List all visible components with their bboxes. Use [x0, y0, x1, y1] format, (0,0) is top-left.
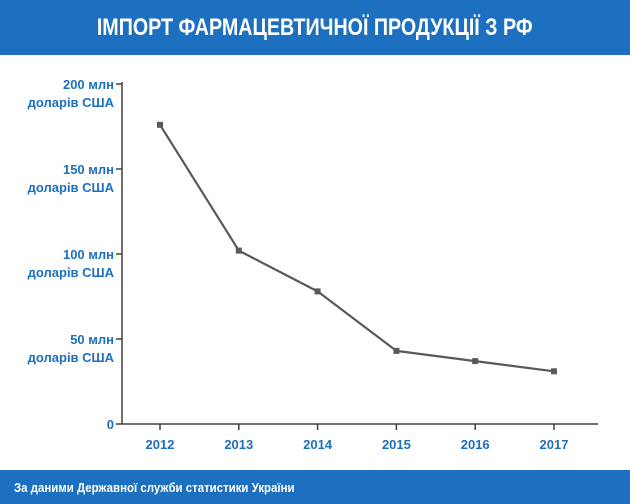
- y-tick-label: 200 млн доларів США: [28, 77, 115, 110]
- data-point: [157, 121, 163, 128]
- y-tick-label: 0: [107, 417, 114, 432]
- y-tick-label-line: доларів США: [28, 265, 115, 280]
- y-tick-label-line: 0: [107, 417, 114, 432]
- data-point: [472, 358, 479, 365]
- y-tick-label-line: 150 млн: [63, 162, 114, 177]
- x-tick-label: 2012: [146, 437, 175, 452]
- y-tick-label-line: 50 млн: [70, 332, 114, 347]
- header-banner: ІМПОРТ ФАРМАЦЕВТИЧНОЇ ПРОДУКЦІЇ З РФ: [0, 0, 630, 55]
- x-tick-label: 2017: [540, 437, 569, 452]
- x-tick-label: 2015: [382, 437, 411, 452]
- source-note: За даними Державної служби статистики Ук…: [14, 479, 295, 495]
- data-point: [551, 368, 557, 375]
- x-tick-label: 2016: [461, 437, 490, 452]
- x-tick-label: 2013: [224, 437, 253, 452]
- series-line: [159, 124, 555, 373]
- y-tick-label-line: доларів США: [28, 95, 115, 110]
- y-tick-label: 100 млн доларів США: [28, 247, 115, 280]
- x-tick-label: 2014: [303, 437, 333, 452]
- data-point: [314, 288, 321, 295]
- footer-banner: За даними Державної служби статистики Ук…: [0, 470, 630, 504]
- y-tick-label: 50 млн доларів США: [28, 332, 115, 365]
- data-point: [393, 347, 400, 354]
- y-tick-label-line: 100 млн: [63, 247, 114, 262]
- y-tick-label-line: доларів США: [28, 350, 115, 365]
- y-tick-label-line: доларів США: [28, 180, 115, 195]
- data-point: [235, 247, 242, 254]
- y-tick-label-line: 200 млн: [63, 77, 114, 92]
- chart-title: ІМПОРТ ФАРМАЦЕВТИЧНОЇ ПРОДУКЦІЇ З РФ: [97, 13, 533, 41]
- y-tick-label: 150 млн доларів США: [28, 162, 115, 195]
